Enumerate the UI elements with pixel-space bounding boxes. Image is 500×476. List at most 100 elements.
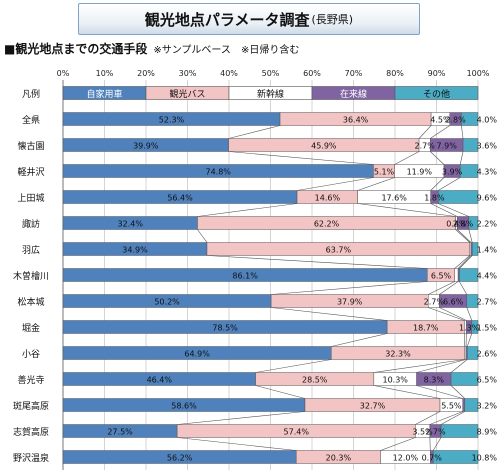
data-label: 12.0%	[393, 454, 419, 463]
category-label: 上田城	[17, 193, 44, 204]
x-tick-label: 40%	[220, 69, 238, 78]
bar-segment	[459, 164, 479, 178]
category-label: 懐古園	[17, 140, 44, 152]
series-connector	[457, 255, 472, 269]
category-label: 松本城	[17, 296, 44, 308]
bar-segment	[459, 268, 479, 282]
title-banner: 観光地点パラメータ調査 (長野県)	[78, 3, 420, 35]
data-label: 0.7%	[422, 454, 443, 463]
series-connector	[429, 411, 463, 425]
series-connector	[357, 203, 456, 217]
subtitle-main: ■観光地点までの交通手段	[4, 42, 148, 56]
category-label: 羽広	[22, 244, 40, 256]
x-tick-label: 60%	[303, 69, 321, 78]
page-title: 観光地点パラメータ調査	[144, 10, 310, 29]
series-connector	[430, 177, 445, 191]
data-label: 1.4%	[477, 246, 498, 255]
series-connector	[457, 229, 472, 243]
series-connector	[271, 307, 388, 321]
series-connector	[430, 203, 458, 217]
series-connector	[373, 359, 465, 373]
x-tick-label: 70%	[345, 69, 363, 78]
series-connector	[197, 203, 298, 217]
series-connector	[430, 151, 445, 165]
data-label: 9.6%	[477, 194, 498, 203]
data-label: 86.1%	[232, 272, 258, 281]
series-connector	[428, 281, 455, 295]
data-label: 39.9%	[133, 142, 159, 151]
series-connector	[438, 177, 461, 191]
data-label: 8.3%	[424, 376, 445, 385]
legend-label: 在来線	[340, 88, 367, 100]
page-title-sub: (長野県)	[311, 13, 354, 26]
series-connector	[380, 437, 416, 451]
data-label: 3.6%	[477, 142, 498, 151]
data-label: 1.8%	[424, 194, 445, 203]
series-connector	[450, 359, 468, 373]
data-label: 56.4%	[167, 194, 193, 203]
bar-segment	[461, 112, 479, 126]
data-label: 10.8%	[472, 454, 498, 463]
legend-label: その他	[423, 88, 450, 100]
data-label: 58.6%	[171, 402, 197, 411]
category-label: 斑尾高原	[13, 400, 49, 412]
x-tick-label: 10%	[96, 69, 114, 78]
data-label: 32.7%	[360, 402, 386, 411]
x-tick-label: 90%	[428, 69, 446, 78]
bar-segment	[462, 398, 466, 412]
category-label: 志賀高原	[13, 426, 49, 438]
series-connector	[438, 203, 469, 217]
chart-subtitle: ■観光地点までの交通手段 ※サンプルベース ※日帰り含む	[4, 40, 299, 57]
series-connector	[331, 333, 388, 347]
data-label: 0.4%	[446, 220, 467, 229]
category-label: 全県	[22, 114, 40, 126]
data-label: 2.7%	[425, 428, 446, 437]
data-label: 62.2%	[314, 220, 340, 229]
bar-segment	[468, 216, 479, 230]
category-label: 野沢温泉	[13, 452, 49, 464]
series-connector	[255, 359, 332, 373]
x-tick-label: 0%	[57, 69, 70, 78]
bar-segment	[467, 346, 479, 360]
data-label: 36.4%	[343, 116, 369, 125]
series-connector	[394, 151, 420, 165]
x-tick-label: 30%	[179, 69, 197, 78]
series-connector	[428, 307, 465, 321]
data-label: 1.3%	[459, 324, 480, 333]
series-connector	[228, 151, 374, 165]
series-connector	[228, 125, 281, 139]
data-label: 57.4%	[284, 428, 310, 437]
data-label: 2.2%	[477, 220, 498, 229]
bar-segment	[432, 450, 479, 464]
data-label: 14.6%	[315, 194, 341, 203]
data-label: 6.5%	[477, 376, 498, 385]
series-connector	[455, 229, 470, 243]
series-connector	[297, 177, 374, 191]
bar-segment	[466, 294, 479, 308]
data-label: 52.3%	[159, 116, 185, 125]
data-label: 78.5%	[212, 324, 238, 333]
data-label: 20.3%	[326, 454, 352, 463]
series-connector	[432, 437, 442, 451]
data-label: 8.9%	[477, 428, 498, 437]
x-tick-label: 20%	[137, 69, 155, 78]
series-connector	[416, 385, 463, 399]
data-label: 2.6%	[477, 350, 498, 359]
category-label: 木曽檜川	[13, 270, 49, 282]
data-label: 63.7%	[326, 246, 352, 255]
data-label: 4.3%	[477, 168, 498, 177]
data-label: 3.9%	[442, 168, 463, 177]
bar-segment	[454, 268, 459, 282]
data-label: 10.3%	[382, 376, 408, 385]
series-connector	[415, 411, 441, 425]
series-connector	[439, 281, 459, 295]
category-label: 善光寺	[17, 374, 44, 386]
series-connector	[454, 255, 470, 269]
data-label: 45.9%	[311, 142, 337, 151]
data-label: 6.6%	[443, 298, 464, 307]
series-connector	[373, 385, 441, 399]
data-label: 50.2%	[154, 298, 180, 307]
series-connector	[357, 177, 395, 191]
x-tick-label: 50%	[262, 69, 280, 78]
data-label: 32.3%	[385, 350, 411, 359]
